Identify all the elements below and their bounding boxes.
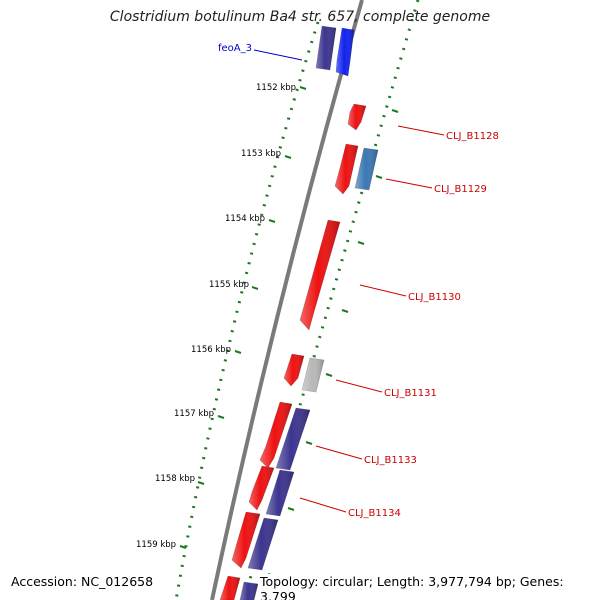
scale-ticks: 1152 kbp 1153 kbp 1154 kbp 1155 kbp 1156… <box>136 83 399 577</box>
tick-mark <box>217 415 225 419</box>
tick-mark <box>305 441 313 445</box>
topology-label: Topology: circular; Length: 3,977,794 bp… <box>258 574 600 600</box>
gene-labels: feoA_3 CLJ_B1128 CLJ_B1129 CLJ_B1130 CLJ… <box>218 43 499 519</box>
genome-backbone <box>210 0 364 600</box>
map-title: Clostridium botulinum Ba4 str. 657, comp… <box>109 9 491 25</box>
tick-mark <box>251 286 259 290</box>
tick-label: 1156 kbp <box>191 345 231 355</box>
tick-label: 1153 kbp <box>241 149 281 159</box>
label-connectors <box>253 49 445 513</box>
tick-mark <box>341 309 349 313</box>
tick-mark <box>391 109 399 113</box>
tick-mark <box>197 481 205 485</box>
tick-label: 1152 kbp <box>256 83 296 93</box>
tick-mark <box>287 507 295 511</box>
gene-label-feoA_3[interactable]: feoA_3 <box>218 43 252 54</box>
tick-label: 1159 kbp <box>136 540 176 550</box>
gene-label-CLJ_B1130[interactable]: CLJ_B1130 <box>408 292 461 303</box>
tick-label: 1157 kbp <box>174 409 214 419</box>
accession-label: Accession: NC_012658 <box>9 574 156 589</box>
tick-mark <box>325 373 333 377</box>
tick-label: 1158 kbp <box>155 474 195 484</box>
tick-mark <box>234 350 242 354</box>
tick-mark <box>268 219 276 223</box>
tick-label: 1154 kbp <box>225 214 265 224</box>
tick-label: 1155 kbp <box>209 280 249 290</box>
tick-track-outer <box>174 21 320 600</box>
gene-features <box>219 25 379 600</box>
gene-label-CLJ_B1129[interactable]: CLJ_B1129 <box>434 184 487 195</box>
gene-label-CLJ_B1128[interactable]: CLJ_B1128 <box>446 131 499 142</box>
gene-label-CLJ_B1134[interactable]: CLJ_B1134 <box>348 508 401 519</box>
gene-label-CLJ_B1131[interactable]: CLJ_B1131 <box>384 388 437 399</box>
tick-mark <box>284 155 292 159</box>
tick-mark <box>357 241 365 245</box>
tick-mark <box>299 86 307 90</box>
gene-label-CLJ_B1133[interactable]: CLJ_B1133 <box>364 455 417 466</box>
tick-mark <box>375 175 383 179</box>
tick-mark <box>179 545 187 549</box>
